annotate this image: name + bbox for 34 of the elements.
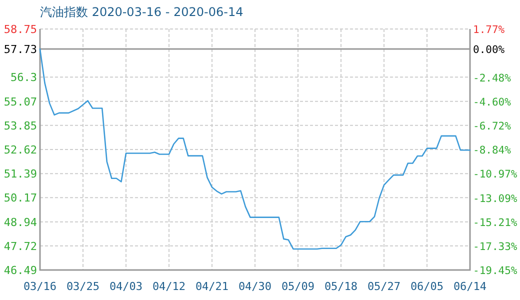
y-tick-label: 55.07 <box>4 95 37 108</box>
x-tick-label: 06/05 <box>410 280 444 293</box>
y-tick-label: 53.85 <box>4 119 37 132</box>
x-tick-label: 05/18 <box>324 280 358 293</box>
y-tick-label: 46.49 <box>4 264 37 277</box>
x-tick-label: 04/12 <box>152 280 186 293</box>
x-tick-label: 03/25 <box>66 280 100 293</box>
y2-tick-label: 0.00% <box>473 44 506 56</box>
x-tick-label: 03/16 <box>23 280 57 293</box>
y-tick-label: 47.72 <box>4 240 37 253</box>
x-tick-label: 05/27 <box>367 280 401 293</box>
y-tick-label: 50.17 <box>4 192 37 205</box>
y2-tick-label: -13.09% <box>473 192 518 205</box>
x-tick-label: 06/14 <box>453 280 487 293</box>
chart-title: 汽油指数 2020-03-16 - 2020-06-14 <box>40 5 244 19</box>
y-tick-label: 58.75 <box>4 23 37 36</box>
x-tick-label: 05/09 <box>281 280 315 293</box>
y2-tick-label: -2.48% <box>473 72 512 84</box>
y2-tick-label: -10.97% <box>473 168 518 181</box>
y-tick-label: 51.39 <box>4 168 37 181</box>
y2-tick-label: -4.60% <box>473 96 512 108</box>
y-tick-label: 56.3 <box>10 71 37 84</box>
x-tick-label: 04/30 <box>238 280 272 293</box>
y2-tick-label: -19.45% <box>473 265 518 277</box>
y2-tick-label: -6.72% <box>473 120 512 132</box>
y2-tick-label: -15.21% <box>473 216 518 229</box>
y-tick-label: 48.94 <box>4 216 38 229</box>
x-tick-label: 04/03 <box>109 280 143 293</box>
y2-tick-label: -17.33% <box>473 240 518 253</box>
y2-tick-label: -8.84% <box>473 144 512 156</box>
y-tick-label: 57.73 <box>4 43 37 56</box>
y-tick-label: 52.62 <box>4 144 37 156</box>
x-tick-label: 04/21 <box>195 280 229 293</box>
y2-tick-label: 1.77% <box>473 24 506 36</box>
